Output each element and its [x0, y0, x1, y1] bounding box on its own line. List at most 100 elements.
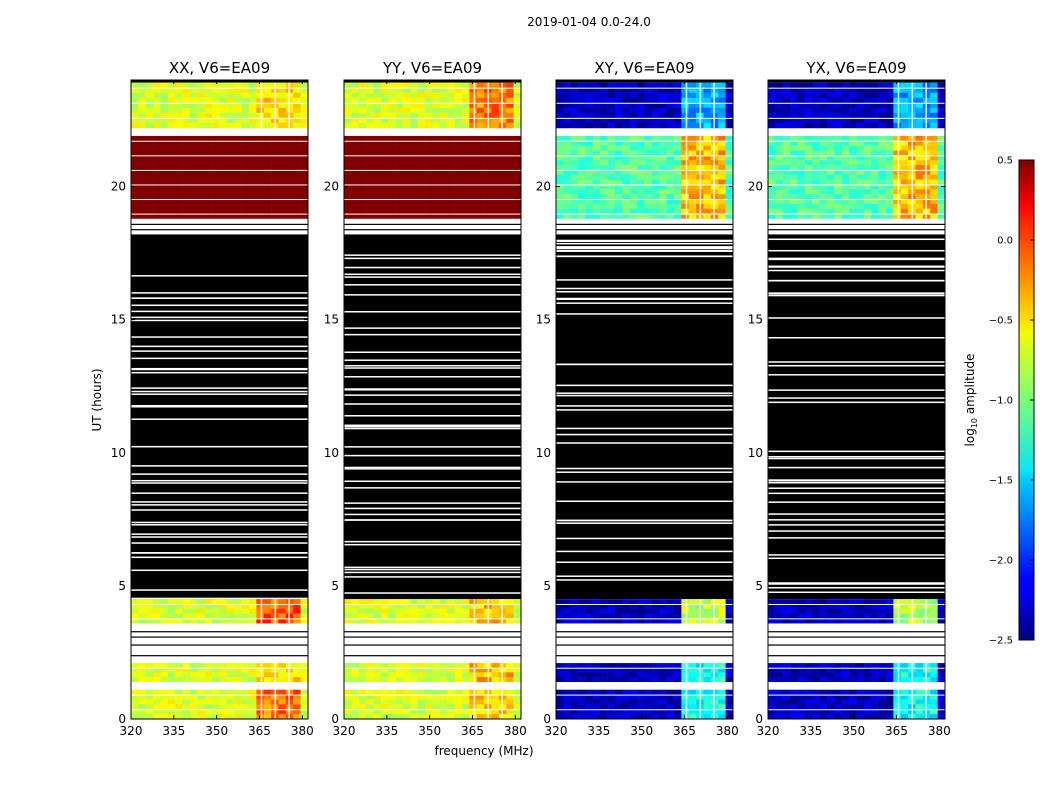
heatmap-cell	[388, 150, 396, 156]
heatmap-cell	[797, 184, 806, 190]
heatmap-cell	[681, 208, 690, 214]
heatmap-cell	[226, 122, 235, 129]
heatmap-cell	[863, 150, 872, 156]
heatmap-cell	[622, 82, 631, 88]
heatmap-cell	[607, 174, 616, 180]
heatmap-cell	[447, 203, 455, 210]
heatmap-cell	[834, 208, 843, 214]
heatmap-cell	[718, 169, 726, 176]
heatmap-cell	[849, 165, 857, 171]
heatmap-cell	[219, 699, 228, 705]
heatmap-cell	[893, 122, 902, 129]
heatmap-cell	[278, 599, 287, 605]
heatmap-cell	[718, 194, 726, 200]
heatmap-cell	[666, 174, 675, 180]
heatmap-cell	[366, 208, 374, 214]
heatmap-cell	[863, 189, 872, 195]
heatmap-cell	[491, 160, 500, 166]
heatmap-cell	[629, 189, 638, 195]
heatmap-cell	[476, 92, 485, 99]
heatmap-cell	[447, 160, 455, 166]
heatmap-cell	[344, 613, 352, 619]
heatmap-cell	[513, 145, 522, 151]
heatmap-cell	[878, 92, 887, 99]
heatmap-cell	[271, 189, 279, 195]
empty-band-line	[131, 636, 308, 638]
heatmap-cell	[915, 122, 924, 129]
heatmap-cell	[834, 213, 843, 219]
heatmap-cell	[585, 165, 594, 171]
heatmap-cell	[812, 667, 820, 673]
heatmap-cell	[263, 677, 272, 683]
heatmap-cell	[863, 694, 872, 700]
heatmap-cell	[241, 699, 250, 705]
heatmap-cell	[585, 663, 594, 669]
heatmap-cell	[506, 140, 514, 146]
heatmap-cell	[775, 179, 784, 185]
heatmap-cell	[666, 87, 675, 94]
heatmap-cell	[506, 112, 514, 119]
heatmap-cell	[863, 145, 872, 151]
heatmap-cell	[886, 145, 894, 151]
heatmap-cell	[234, 689, 242, 695]
heatmap-cell	[871, 140, 879, 146]
heatmap-cell	[469, 704, 478, 710]
heatmap-cell	[637, 150, 645, 156]
heatmap-cell	[506, 122, 514, 129]
row-gap-line	[344, 667, 521, 669]
heatmap-cell	[893, 704, 902, 710]
heatmap-cell	[476, 165, 485, 171]
flagged-gap-line	[556, 279, 733, 281]
heatmap-cell	[447, 184, 455, 190]
heatmap-cell	[271, 135, 279, 142]
heatmap-cell	[930, 160, 938, 166]
heatmap-cell	[644, 694, 653, 700]
heatmap-cell	[395, 174, 404, 180]
heatmap-cell	[629, 663, 638, 669]
heatmap-cell	[145, 169, 154, 176]
heatmap-cell	[447, 140, 455, 146]
heatmap-cell	[167, 663, 176, 669]
heatmap-cell	[849, 117, 857, 124]
empty-band-line	[344, 631, 521, 633]
heatmap-cell	[182, 663, 191, 669]
heatmap-cell	[358, 179, 367, 185]
heatmap-cell	[812, 174, 820, 180]
row-gap-line	[768, 140, 945, 142]
heatmap-cell	[212, 677, 220, 683]
heatmap-cell	[607, 165, 616, 171]
heatmap-cell	[234, 709, 242, 715]
heatmap-cell	[469, 213, 478, 219]
heatmap-cell	[804, 613, 813, 619]
rfi-gap-column	[925, 135, 927, 219]
heatmap-cell	[915, 672, 924, 678]
heatmap-cell	[937, 699, 946, 705]
heatmap-cell	[219, 87, 228, 94]
heatmap-cell	[871, 672, 879, 678]
heatmap-cell	[570, 208, 579, 214]
heatmap-cell	[718, 667, 726, 673]
heatmap-cell	[462, 160, 470, 166]
heatmap-cell	[153, 179, 161, 185]
flagged-gap-line	[344, 388, 521, 390]
heatmap-cell	[204, 667, 213, 673]
heatmap-cell	[285, 203, 294, 210]
heatmap-cell	[615, 117, 623, 124]
rfi-gap-column	[713, 599, 715, 624]
heatmap-cell	[607, 169, 616, 176]
heatmap-cell	[578, 704, 586, 710]
heatmap-cell	[249, 194, 257, 200]
heatmap-cell	[153, 135, 161, 142]
heatmap-cell	[506, 199, 514, 205]
heatmap-cell	[797, 189, 806, 195]
flagged-gap-line	[768, 492, 945, 495]
heatmap-cell	[804, 672, 813, 678]
heatmap-cell	[637, 694, 645, 700]
heatmap-cell	[212, 135, 220, 142]
row-gap-line	[556, 667, 733, 669]
heatmap-cell	[167, 92, 176, 99]
heatmap-cell	[358, 107, 367, 114]
heatmap-cell	[256, 613, 265, 619]
heatmap-cell	[570, 117, 579, 124]
heatmap-cell	[834, 140, 843, 146]
